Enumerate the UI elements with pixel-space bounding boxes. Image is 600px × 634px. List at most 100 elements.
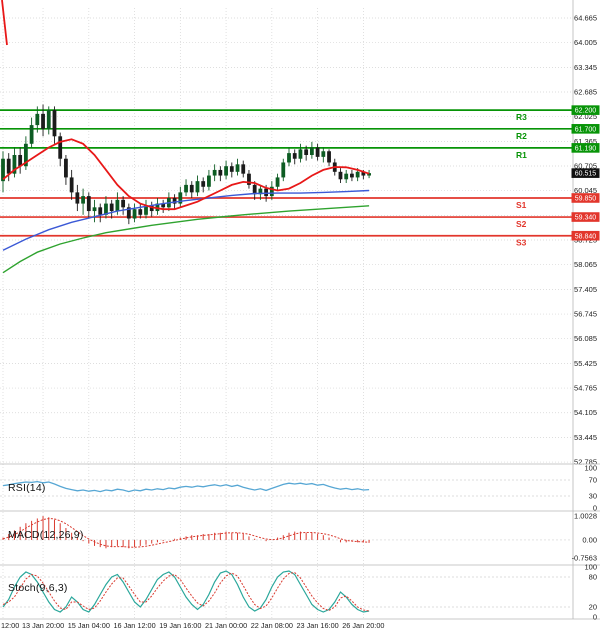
candle-body[interactable] (35, 113, 40, 126)
candle-body[interactable] (367, 173, 371, 176)
candle-body[interactable] (292, 153, 297, 159)
candle-body[interactable] (18, 154, 23, 167)
price-tick-label: 62.025 (574, 112, 597, 121)
support-price-badge-label: 59.850 (575, 196, 597, 203)
candle-body[interactable] (247, 173, 251, 185)
candle-body[interactable] (178, 192, 183, 204)
candle-body[interactable] (69, 177, 74, 193)
support-price-badge-label: 59.340 (575, 215, 597, 222)
stoch-tick-label: 20 (589, 603, 597, 612)
candle-body[interactable] (229, 166, 234, 172)
level-lines-layer: R3 R2 R1 S1 S2 S3 (0, 0, 572, 248)
candle-body[interactable] (281, 162, 286, 178)
candle-body[interactable] (86, 196, 91, 212)
candle-body[interactable] (309, 147, 314, 155)
candle-body[interactable] (269, 186, 274, 197)
candle-body[interactable] (298, 149, 303, 159)
candle-body[interactable] (361, 171, 366, 176)
resistance-label: R2 (516, 131, 527, 141)
macd-tick-label: 1.0028 (574, 512, 597, 521)
candle-body[interactable] (304, 149, 309, 155)
candle-body[interactable] (132, 209, 137, 219)
candle-body[interactable] (64, 158, 68, 178)
candle-body[interactable] (58, 136, 63, 159)
candle-body[interactable] (92, 207, 97, 212)
candle-body[interactable] (207, 175, 211, 187)
candle-body[interactable] (46, 110, 51, 129)
candle-body[interactable] (144, 205, 148, 215)
candle-body[interactable] (189, 184, 194, 193)
candle-body[interactable] (252, 184, 257, 195)
candle-body[interactable] (172, 197, 177, 204)
resistance-price-badge (571, 143, 600, 153)
indicator-layer (0, 479, 572, 613)
moving-averages-layer (2, 138, 370, 274)
candle-body[interactable] (321, 151, 326, 157)
candle-body[interactable] (224, 166, 228, 176)
current-price-badge-label: 60.515 (575, 171, 597, 178)
price-tick-label: 64.005 (574, 38, 597, 47)
candle-body[interactable] (218, 169, 223, 176)
candle-body[interactable] (155, 203, 160, 212)
resistance-price-badge (571, 124, 600, 134)
candle-body[interactable] (23, 143, 28, 167)
resistance-label: R1 (516, 150, 527, 160)
candle-body[interactable] (258, 188, 263, 195)
candle-body[interactable] (98, 207, 103, 215)
support-price-badge (571, 193, 600, 203)
candle-body[interactable] (344, 173, 349, 180)
candle-body[interactable] (115, 199, 120, 212)
candle-body[interactable] (75, 192, 80, 204)
candle-body[interactable] (6, 158, 11, 174)
time-axis-label: 13 Jan 20:00 (22, 621, 64, 630)
resistance-price-badge-label: 61.190 (575, 145, 597, 152)
candle-body[interactable] (212, 169, 217, 176)
resistance-price-badge-label: 61.700 (575, 126, 597, 133)
candle-body[interactable] (138, 209, 143, 215)
candle-body[interactable] (126, 207, 131, 219)
candle-body[interactable] (52, 110, 57, 137)
candle-body[interactable] (264, 188, 269, 197)
candle-body[interactable] (275, 177, 280, 187)
price-tick-label: 57.405 (574, 285, 597, 294)
ma-green-line (2, 205, 370, 274)
support-label: S2 (516, 219, 527, 229)
price-tick-label: 52.785 (574, 458, 597, 467)
stoch-tick-label: 0 (593, 613, 597, 622)
candle-body[interactable] (350, 173, 354, 178)
time-axis-label: 21 Jan 00:00 (205, 621, 247, 630)
candle-body[interactable] (235, 164, 240, 172)
stoch-tick-label: 80 (589, 573, 597, 582)
ma-blue-line (2, 189, 370, 251)
candle-body[interactable] (201, 181, 206, 187)
resistance-price-badge (571, 105, 600, 115)
candle-body[interactable] (338, 171, 343, 180)
candle-body[interactable] (41, 113, 45, 129)
candle-body[interactable] (355, 171, 360, 178)
candle-body[interactable] (327, 151, 331, 163)
candle-body[interactable] (195, 181, 200, 193)
rsi-tick-label: 0 (593, 504, 597, 513)
price-tick-label: 54.105 (574, 408, 597, 417)
macd-tick-label: -0.7563 (572, 554, 597, 563)
time-axis-label: 16 Jan 12:00 (113, 621, 155, 630)
candle-body[interactable] (121, 199, 126, 208)
candle-body[interactable] (241, 164, 246, 174)
candle-body[interactable] (109, 203, 114, 212)
candle-body[interactable] (12, 154, 17, 174)
candle-body[interactable] (1, 158, 5, 182)
candle-body[interactable] (287, 153, 291, 163)
candle-body[interactable] (29, 125, 34, 144)
support-label: S3 (516, 238, 527, 248)
candle-body[interactable] (104, 203, 108, 215)
candle-body[interactable] (81, 196, 85, 204)
candle-body[interactable] (184, 184, 188, 193)
macd-signal-line (2, 517, 370, 548)
price-tick-label: 60.705 (574, 162, 597, 171)
price-tick-label: 56.085 (574, 334, 597, 343)
candle-body[interactable] (149, 205, 154, 212)
candle-body[interactable] (315, 147, 320, 157)
candle-body[interactable] (161, 203, 166, 208)
ma-red-line (2, 138, 370, 211)
